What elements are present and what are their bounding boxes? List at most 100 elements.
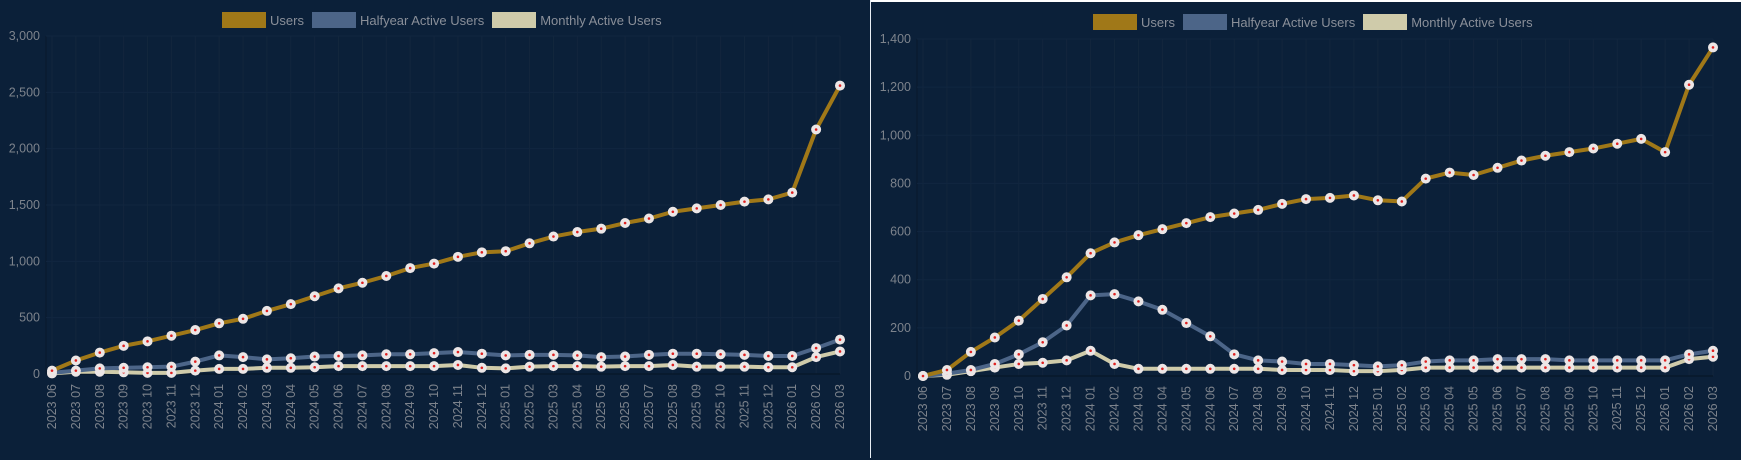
data-point[interactable] (1636, 362, 1647, 373)
data-point[interactable] (1181, 218, 1192, 229)
data-point[interactable] (1636, 355, 1647, 366)
data-point[interactable] (381, 349, 392, 360)
data-point[interactable] (1660, 362, 1671, 373)
data-point[interactable] (524, 238, 535, 249)
data-point[interactable] (596, 223, 607, 234)
data-point[interactable] (1564, 362, 1575, 373)
data-point[interactable] (1301, 358, 1312, 369)
data-point[interactable] (285, 362, 296, 373)
data-point[interactable] (548, 231, 559, 242)
data-point[interactable] (1468, 355, 1479, 366)
data-point[interactable] (715, 349, 726, 360)
data-point[interactable] (1492, 354, 1503, 365)
data-point[interactable] (429, 361, 440, 372)
data-point[interactable] (333, 361, 344, 372)
data-point[interactable] (691, 203, 702, 214)
data-point[interactable] (763, 362, 774, 373)
data-point[interactable] (357, 361, 368, 372)
data-point[interactable] (787, 187, 798, 198)
data-point[interactable] (1253, 355, 1264, 366)
data-point[interactable] (1708, 345, 1718, 356)
data-point[interactable] (1277, 364, 1288, 375)
data-point[interactable] (1085, 345, 1096, 356)
data-point[interactable] (70, 355, 81, 366)
data-point[interactable] (1109, 289, 1120, 300)
data-point[interactable] (357, 350, 368, 361)
data-point[interactable] (1372, 361, 1383, 372)
data-point[interactable] (429, 258, 440, 269)
data-point[interactable] (1684, 79, 1695, 90)
data-point[interactable] (1684, 349, 1695, 360)
data-point[interactable] (70, 365, 81, 376)
data-point[interactable] (261, 354, 272, 365)
legend-item-halfyear[interactable]: Halfyear Active Users (311, 12, 484, 28)
data-point[interactable] (643, 213, 654, 224)
data-point[interactable] (811, 343, 822, 354)
data-point[interactable] (1253, 204, 1264, 215)
data-point[interactable] (835, 334, 845, 345)
data-point[interactable] (47, 365, 57, 376)
data-point[interactable] (1420, 356, 1431, 367)
data-point[interactable] (1061, 272, 1072, 283)
data-point[interactable] (787, 362, 798, 373)
data-point[interactable] (1564, 147, 1575, 158)
data-point[interactable] (787, 350, 798, 361)
data-point[interactable] (643, 361, 654, 372)
data-point[interactable] (1468, 362, 1479, 373)
legend-item-monthly[interactable]: Monthly Active Users (492, 12, 662, 28)
data-point[interactable] (405, 263, 416, 274)
data-point[interactable] (381, 361, 392, 372)
data-point[interactable] (918, 371, 928, 381)
data-point[interactable] (476, 348, 487, 359)
data-point[interactable] (1348, 190, 1359, 201)
data-point[interactable] (548, 361, 559, 372)
data-point[interactable] (1636, 133, 1647, 144)
data-point[interactable] (357, 277, 368, 288)
legend-item-halfyear[interactable]: Halfyear Active Users (1182, 14, 1355, 30)
data-point[interactable] (333, 283, 344, 294)
data-point[interactable] (572, 361, 583, 372)
data-point[interactable] (811, 352, 822, 363)
data-point[interactable] (739, 361, 750, 372)
data-point[interactable] (1612, 138, 1623, 149)
data-point[interactable] (1277, 356, 1288, 367)
data-point[interactable] (596, 361, 607, 372)
data-point[interactable] (94, 363, 105, 374)
data-point[interactable] (1229, 208, 1240, 219)
data-point[interactable] (548, 349, 559, 360)
data-point[interactable] (1468, 170, 1479, 181)
data-point[interactable] (596, 352, 607, 363)
data-point[interactable] (739, 196, 750, 207)
data-point[interactable] (238, 352, 249, 363)
data-point[interactable] (238, 313, 249, 324)
data-point[interactable] (285, 353, 296, 364)
data-point[interactable] (1037, 337, 1048, 348)
data-point[interactable] (214, 350, 225, 361)
data-point[interactable] (811, 124, 822, 135)
data-point[interactable] (190, 356, 201, 367)
data-point[interactable] (1133, 230, 1144, 241)
data-point[interactable] (142, 362, 153, 373)
data-point[interactable] (1205, 363, 1216, 374)
legend-item-users[interactable]: Users (1093, 14, 1175, 30)
data-point[interactable] (763, 194, 774, 205)
data-point[interactable] (1253, 363, 1264, 374)
data-point[interactable] (524, 349, 535, 360)
data-point[interactable] (1396, 360, 1407, 371)
data-point[interactable] (500, 246, 511, 257)
data-point[interactable] (1612, 362, 1623, 373)
data-point[interactable] (1492, 162, 1503, 173)
data-point[interactable] (261, 362, 272, 373)
data-point[interactable] (309, 291, 320, 302)
data-point[interactable] (965, 364, 976, 375)
data-point[interactable] (1133, 363, 1144, 374)
data-point[interactable] (739, 349, 750, 360)
data-point[interactable] (941, 364, 952, 375)
data-point[interactable] (1324, 358, 1335, 369)
data-point[interactable] (715, 200, 726, 210)
data-point[interactable] (166, 330, 177, 341)
data-point[interactable] (1612, 355, 1623, 366)
data-point[interactable] (1420, 173, 1431, 184)
data-point[interactable] (285, 299, 296, 310)
data-point[interactable] (1660, 355, 1671, 366)
